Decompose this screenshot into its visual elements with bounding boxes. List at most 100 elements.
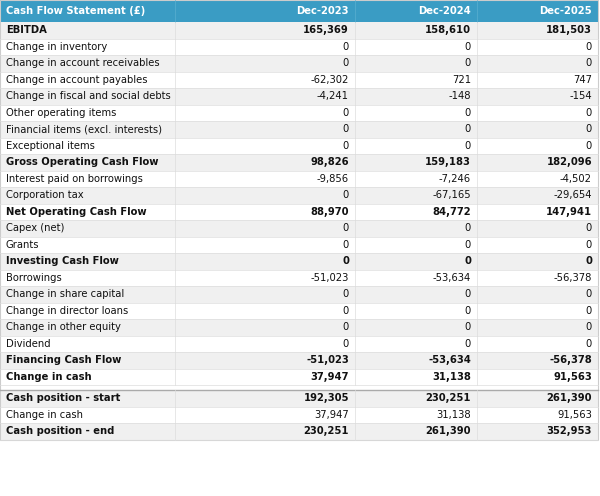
Text: -4,241: -4,241 xyxy=(317,91,349,101)
Text: 192,305: 192,305 xyxy=(304,393,349,403)
Text: Change in director loans: Change in director loans xyxy=(6,306,128,316)
Text: Other operating items: Other operating items xyxy=(6,108,116,118)
Text: 0: 0 xyxy=(343,141,349,151)
Bar xyxy=(0,319,598,335)
Text: 0: 0 xyxy=(464,256,471,266)
Text: 0: 0 xyxy=(342,256,349,266)
Text: -7,246: -7,246 xyxy=(439,174,471,184)
Bar xyxy=(0,253,598,269)
Text: 182,096: 182,096 xyxy=(547,157,592,167)
Text: Investing Cash Flow: Investing Cash Flow xyxy=(6,256,119,266)
Text: -62,302: -62,302 xyxy=(311,75,349,85)
Text: 0: 0 xyxy=(465,306,471,316)
Text: 0: 0 xyxy=(586,306,592,316)
Text: 0: 0 xyxy=(586,322,592,332)
Text: Net Operating Cash Flow: Net Operating Cash Flow xyxy=(6,207,146,217)
Text: -148: -148 xyxy=(449,91,471,101)
Bar xyxy=(0,154,598,171)
Bar xyxy=(0,39,598,55)
Text: 0: 0 xyxy=(586,124,592,134)
Bar xyxy=(0,137,598,154)
Text: 0: 0 xyxy=(586,223,592,233)
Text: -51,023: -51,023 xyxy=(306,355,349,365)
Text: 0: 0 xyxy=(343,42,349,52)
Text: Change in other equity: Change in other equity xyxy=(6,322,121,332)
Text: 159,183: 159,183 xyxy=(425,157,471,167)
Text: -4,502: -4,502 xyxy=(560,174,592,184)
Bar xyxy=(0,390,598,407)
Bar xyxy=(0,22,598,39)
Text: 0: 0 xyxy=(586,58,592,68)
Bar xyxy=(0,0,598,439)
Text: EBITDA: EBITDA xyxy=(6,25,47,35)
Text: 0: 0 xyxy=(586,240,592,250)
Text: 0: 0 xyxy=(465,240,471,250)
Text: 158,610: 158,610 xyxy=(425,25,471,35)
Text: Borrowings: Borrowings xyxy=(6,273,62,283)
Text: -51,023: -51,023 xyxy=(311,273,349,283)
Bar xyxy=(0,303,598,319)
Text: 91,563: 91,563 xyxy=(553,372,592,382)
Text: Interest paid on borrowings: Interest paid on borrowings xyxy=(6,174,143,184)
Text: 747: 747 xyxy=(573,75,592,85)
Text: 91,563: 91,563 xyxy=(557,410,592,420)
Bar xyxy=(0,369,598,385)
Text: 181,503: 181,503 xyxy=(546,25,592,35)
Bar xyxy=(0,55,598,71)
Bar xyxy=(0,335,598,352)
Text: Change in share capital: Change in share capital xyxy=(6,289,124,299)
Text: 230,251: 230,251 xyxy=(304,426,349,436)
Text: 0: 0 xyxy=(586,108,592,118)
Text: Exceptional items: Exceptional items xyxy=(6,141,95,151)
Text: 84,772: 84,772 xyxy=(433,207,471,217)
Text: Cash position - end: Cash position - end xyxy=(6,426,115,436)
Text: -53,634: -53,634 xyxy=(428,355,471,365)
Text: 0: 0 xyxy=(585,256,592,266)
Bar xyxy=(0,237,598,253)
Text: Cash position - start: Cash position - start xyxy=(6,393,121,403)
Text: -56,378: -56,378 xyxy=(549,355,592,365)
Text: 0: 0 xyxy=(465,289,471,299)
Bar xyxy=(0,203,598,220)
Text: 261,390: 261,390 xyxy=(547,393,592,403)
Text: 98,826: 98,826 xyxy=(310,157,349,167)
Text: 0: 0 xyxy=(586,289,592,299)
Text: 0: 0 xyxy=(343,223,349,233)
Text: Change in cash: Change in cash xyxy=(6,372,92,382)
Text: Change in account receivables: Change in account receivables xyxy=(6,58,160,68)
Bar xyxy=(0,88,598,105)
Text: Dec-2023: Dec-2023 xyxy=(296,6,349,16)
Text: 0: 0 xyxy=(465,108,471,118)
Text: Change in inventory: Change in inventory xyxy=(6,42,107,52)
Bar xyxy=(0,423,598,439)
Text: Gross Operating Cash Flow: Gross Operating Cash Flow xyxy=(6,157,158,167)
Text: -67,165: -67,165 xyxy=(433,190,471,200)
Bar xyxy=(0,71,598,88)
Text: 0: 0 xyxy=(343,339,349,349)
Bar xyxy=(0,286,598,303)
Text: 31,138: 31,138 xyxy=(432,372,471,382)
Text: 0: 0 xyxy=(343,108,349,118)
Text: 352,953: 352,953 xyxy=(547,426,592,436)
Text: Cash Flow Statement (£): Cash Flow Statement (£) xyxy=(6,6,145,16)
Bar xyxy=(0,171,598,187)
Bar xyxy=(0,352,598,369)
Text: 147,941: 147,941 xyxy=(546,207,592,217)
Text: 721: 721 xyxy=(452,75,471,85)
Text: 37,947: 37,947 xyxy=(314,410,349,420)
Text: 0: 0 xyxy=(465,58,471,68)
Text: 0: 0 xyxy=(343,322,349,332)
Text: 0: 0 xyxy=(465,141,471,151)
Text: Financial items (excl. interests): Financial items (excl. interests) xyxy=(6,124,162,134)
Text: Dividend: Dividend xyxy=(6,339,50,349)
Text: -53,634: -53,634 xyxy=(433,273,471,283)
Text: 0: 0 xyxy=(343,289,349,299)
Text: Capex (net): Capex (net) xyxy=(6,223,64,233)
Text: Corporation tax: Corporation tax xyxy=(6,190,83,200)
Text: Change in cash: Change in cash xyxy=(6,410,83,420)
Text: 0: 0 xyxy=(465,322,471,332)
Bar xyxy=(0,407,598,423)
Text: 0: 0 xyxy=(343,124,349,134)
Text: Financing Cash Flow: Financing Cash Flow xyxy=(6,355,121,365)
Text: 0: 0 xyxy=(343,58,349,68)
